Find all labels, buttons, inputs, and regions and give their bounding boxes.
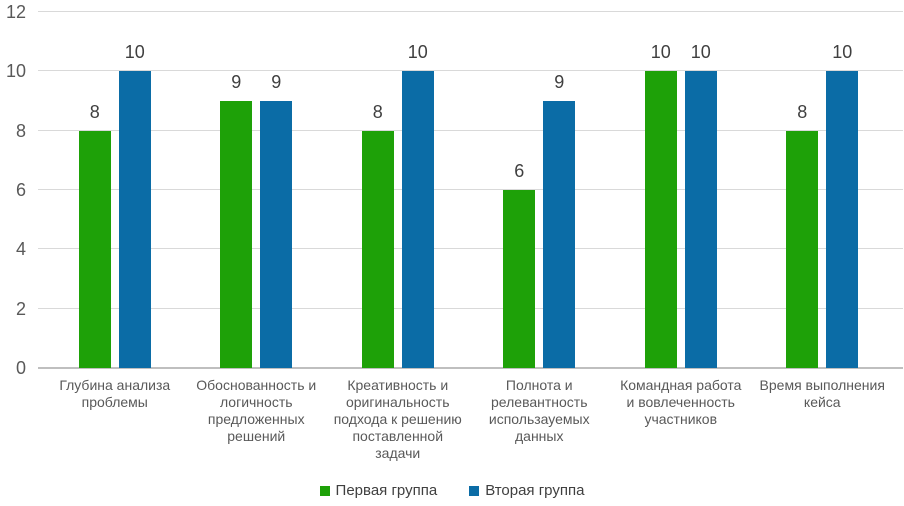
bar-pair: 8 10	[78, 42, 151, 368]
legend-label: Вторая группа	[485, 482, 585, 499]
data-label: 10	[690, 42, 711, 63]
plot-area: 8 10 9 9 8 10 6 9 10 10 8 10	[38, 11, 903, 369]
x-axis-line	[38, 367, 903, 369]
y-tick-label: 10	[5, 61, 26, 82]
bar-series1-cat5	[644, 71, 677, 368]
data-label: 9	[271, 72, 282, 92]
bar-pair: 8 10	[361, 42, 434, 368]
category-label: Обоснованность и логичность предложенных…	[196, 377, 317, 444]
data-label: 9	[554, 72, 565, 92]
legend-label: Первая группа	[335, 482, 438, 499]
y-tick-label: 8	[15, 120, 26, 141]
legend-swatch-icon	[469, 485, 480, 496]
bar-column: 10	[644, 42, 677, 368]
bar-series2-cat1	[118, 71, 151, 368]
bar-column: 10	[826, 42, 859, 368]
category-label: Время выполнения кейса	[759, 377, 885, 410]
bar-series1-cat1	[78, 130, 111, 368]
data-label: 10	[124, 42, 145, 63]
bar-column: 9	[543, 72, 576, 368]
y-tick-label: 12	[5, 2, 26, 22]
bar-series1-cat2	[220, 101, 253, 368]
category-label: Глубина анализа проблемы	[59, 377, 171, 410]
bar-column: 10	[401, 42, 434, 368]
data-label: 10	[650, 42, 671, 63]
bar-column: 9	[220, 72, 253, 368]
bar-column: 8	[78, 101, 111, 368]
bar-series2-cat2	[260, 101, 293, 368]
category-labels: Глубина анализа проблемы Обоснованность и…	[44, 377, 893, 462]
bar-pair: 8 10	[786, 42, 859, 368]
bar-series1-cat4	[503, 190, 536, 368]
category-label: Командная работа и вовлеченность участни…	[620, 377, 742, 427]
gridline	[38, 307, 903, 309]
gridline	[38, 189, 903, 190]
legend-swatch-icon	[319, 485, 330, 496]
bar-series2-cat6	[826, 71, 859, 368]
y-tick-label: 6	[15, 180, 26, 200]
bars-region: 8 10 9 9 8 10 6 9 10 10 8 10	[44, 12, 893, 368]
y-axis-labels: 0 2 4 6 8 10 12	[0, 2, 28, 378]
data-label: 9	[231, 72, 242, 92]
gridline	[38, 70, 903, 72]
data-label: 8	[797, 101, 808, 122]
bar-column: 10	[118, 42, 151, 368]
category-label: Креативность и оригинальность подхода к …	[333, 377, 462, 461]
gridline	[38, 129, 903, 131]
category-slot: 8 10	[327, 12, 469, 368]
gridline	[38, 11, 903, 12]
bar-column: 10	[684, 42, 717, 368]
data-label: 10	[407, 42, 428, 63]
bar-column: 9	[260, 72, 293, 368]
bar-column: 8	[786, 101, 819, 368]
data-label: 10	[832, 42, 853, 63]
category-slot: 8 10	[752, 12, 894, 368]
data-label: 6	[514, 161, 525, 181]
data-label: 8	[372, 101, 383, 122]
y-tick-label: 4	[15, 239, 26, 260]
bar-series2-cat3	[401, 71, 434, 368]
category-slot: 8 10	[44, 12, 186, 368]
category-label: Полнота и релевантность использауемых да…	[488, 377, 590, 444]
bar-series1-cat6	[786, 130, 819, 368]
category-slot: 10 10	[610, 12, 752, 368]
bar-series1-cat3	[361, 130, 394, 368]
legend-item: Первая группа	[319, 482, 438, 499]
bar-column: 6	[503, 161, 536, 368]
bar-pair: 10 10	[644, 42, 717, 368]
gridline	[38, 248, 903, 250]
legend: Первая группа Вторая группа	[0, 482, 904, 499]
bar-column: 8	[361, 101, 394, 368]
bar-series2-cat4	[543, 101, 576, 368]
y-tick-label: 2	[15, 298, 26, 319]
data-label: 8	[89, 101, 100, 122]
legend-item: Вторая группа	[469, 482, 584, 499]
bar-series2-cat5	[684, 71, 717, 368]
y-tick-label: 0	[15, 358, 26, 378]
